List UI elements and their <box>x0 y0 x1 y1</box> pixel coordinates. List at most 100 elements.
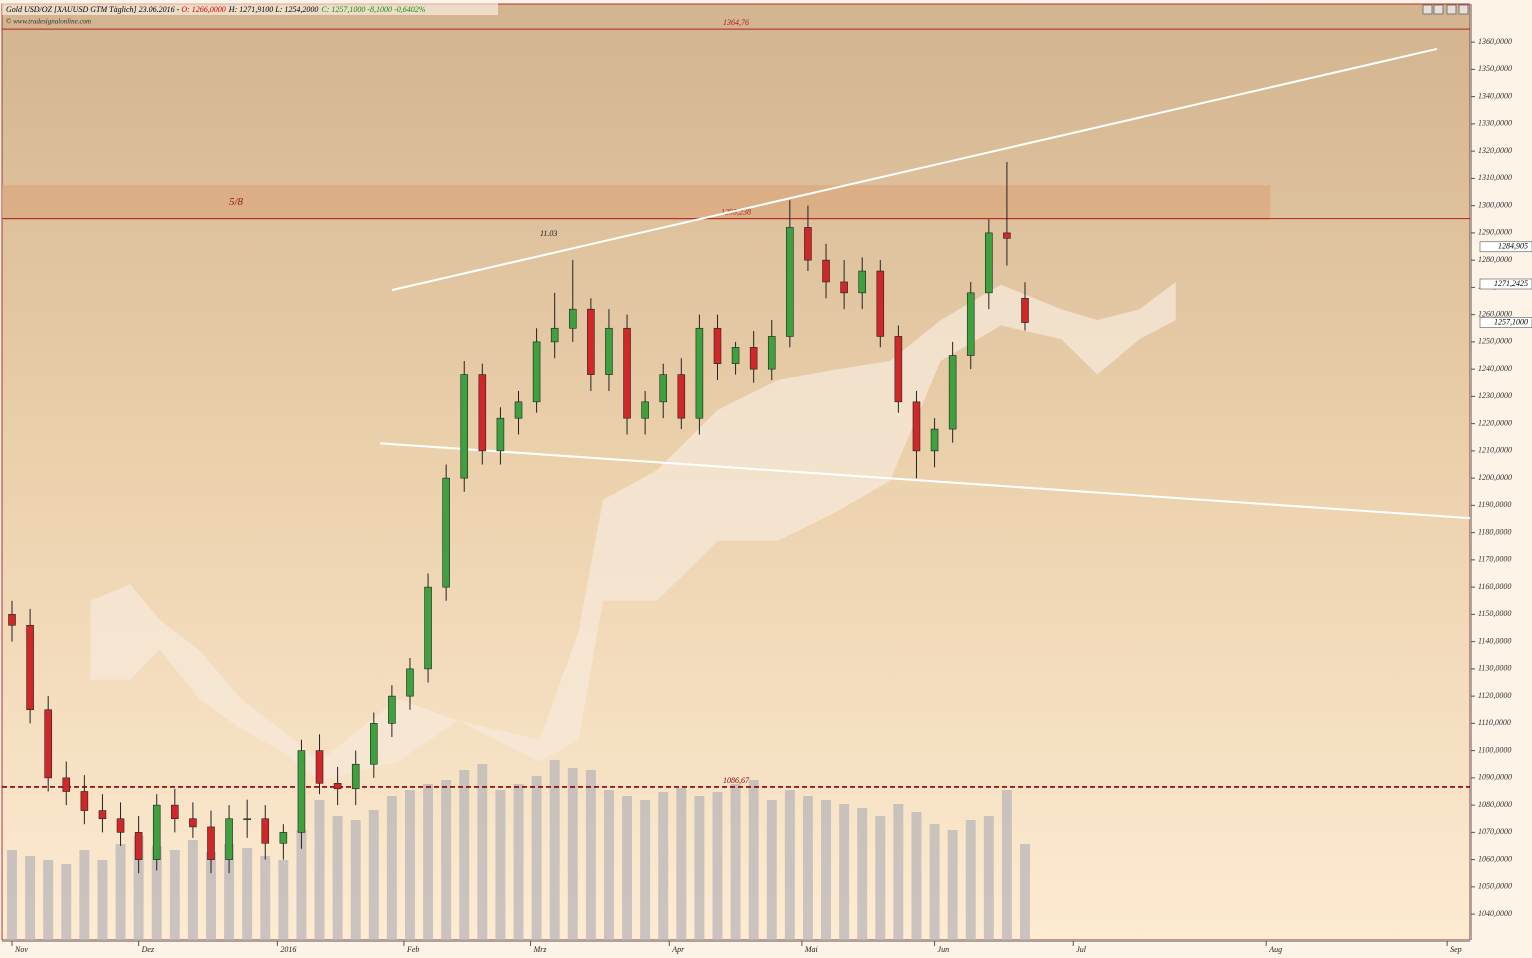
candle-body <box>44 709 52 779</box>
button[interactable] <box>1458 4 1469 15</box>
horizontal-line-label: 1086,67 <box>723 776 750 785</box>
y-tick-label: 1300,0000 <box>1478 200 1512 209</box>
y-tick-label: 1340,0000 <box>1478 91 1512 100</box>
x-tick-label: Dez <box>141 945 155 954</box>
volume-bar <box>839 804 850 940</box>
ichimoku-cloud <box>90 281 1176 781</box>
volume-bar <box>1001 790 1012 940</box>
y-axis-bg <box>1470 0 1532 958</box>
y-tick-label: 1330,0000 <box>1478 119 1512 128</box>
y-tick-label: 1310,0000 <box>1478 173 1512 182</box>
volume-bar <box>929 824 940 940</box>
candle-body <box>948 355 957 430</box>
candle-body <box>134 832 143 860</box>
volume-bar <box>97 860 108 940</box>
volume-bar <box>802 796 813 940</box>
candle-body <box>189 818 197 828</box>
candle-body <box>731 347 740 364</box>
candle-body <box>315 750 324 784</box>
y-tick-label: 1350,0000 <box>1478 64 1512 73</box>
x-tick-label: Mai <box>804 945 818 954</box>
y-tick-label: 1280,0000 <box>1478 255 1512 264</box>
volume-bar <box>224 844 235 940</box>
candle-body <box>460 374 469 479</box>
volume-bar <box>169 850 180 940</box>
y-tick-label: 1250,0000 <box>1478 337 1512 346</box>
candle-body <box>822 259 830 283</box>
candle-body <box>207 826 215 860</box>
band-label: 5/8 <box>229 196 244 208</box>
candle-body <box>116 818 125 833</box>
x-tick-label: 2016 <box>280 945 296 954</box>
volume-bar <box>983 816 994 940</box>
x-axis-bg <box>0 940 1470 958</box>
candle-body <box>876 270 885 337</box>
candle-body <box>243 818 251 821</box>
y-tick-label: 1080,0000 <box>1478 800 1512 809</box>
x-tick-label: Nov <box>14 945 28 954</box>
x-tick-label: Jun <box>938 945 950 954</box>
y-tick-label: 1130,0000 <box>1478 664 1511 673</box>
candle-body <box>496 417 505 452</box>
y-tick-label: 1040,0000 <box>1478 909 1512 918</box>
volume-bar <box>350 820 361 940</box>
volume-bar <box>857 808 868 940</box>
candle-body <box>297 750 306 833</box>
volume-bar <box>296 830 307 940</box>
candle-body <box>26 624 34 711</box>
candle-body <box>749 347 758 370</box>
volume-bar <box>712 792 723 940</box>
volume-bar <box>567 768 578 940</box>
y-tick-label: 1050,0000 <box>1478 882 1512 891</box>
volume-bar <box>368 810 379 940</box>
y-tick-label: 1290,0000 <box>1478 228 1512 237</box>
y-tick-label: 1160,0000 <box>1478 582 1511 591</box>
volume-bar <box>748 780 759 940</box>
volume-bar <box>151 846 162 940</box>
candle-body <box>623 327 631 419</box>
candle-body <box>1021 297 1029 323</box>
volume-bar <box>386 796 397 940</box>
y-tick-label: 1140,0000 <box>1478 636 1511 645</box>
y-tick-label: 1200,0000 <box>1478 473 1512 482</box>
header-instrument: Gold USD/OZ [XAUUSD GTM Täglich] 23.06.2… <box>6 5 181 14</box>
candle-body <box>442 477 450 588</box>
volume-bar <box>314 800 325 940</box>
candle-body <box>1003 232 1011 239</box>
volume-bar <box>911 812 922 940</box>
price-label-box <box>1479 317 1532 328</box>
volume-bar <box>187 840 198 940</box>
volume-bar <box>658 792 669 940</box>
candle-body <box>62 777 71 792</box>
price-label: 1271,2425 <box>1494 279 1528 288</box>
price-label-box <box>1479 241 1532 253</box>
price-label: 1284,905 <box>1498 242 1528 251</box>
volume-bar <box>1020 844 1030 940</box>
y-tick-label: 1240,0000 <box>1478 364 1512 373</box>
y-tick-label: 1170,0000 <box>1478 555 1511 564</box>
annotation: 11.03 <box>540 229 557 238</box>
candle-body <box>912 401 921 452</box>
y-tick-label: 1360,0000 <box>1478 37 1512 46</box>
candle-body <box>767 336 776 370</box>
x-tick-label: Sep <box>1450 945 1462 954</box>
button[interactable] <box>1422 4 1433 15</box>
volume-bar <box>441 780 452 940</box>
x-tick-label: Jul <box>1076 945 1087 954</box>
header-close: C: 1257,1000 -8,1000 -0,6402% <box>321 5 425 14</box>
candle-body <box>424 586 432 670</box>
candle-body <box>333 783 342 790</box>
y-tick-label: 1210,0000 <box>1478 446 1512 455</box>
volume-bar <box>603 790 614 940</box>
candle-body <box>985 232 993 294</box>
volume-bar <box>784 790 795 940</box>
candle-body <box>370 723 378 765</box>
header: Gold USD/OZ [XAUUSD GTM Täglich] 23.06.2… <box>6 5 426 14</box>
button[interactable] <box>1446 4 1457 15</box>
volume-bar <box>947 830 958 940</box>
horizontal-line-label: 1295,238 <box>721 207 751 216</box>
volume-bar <box>531 776 542 940</box>
button[interactable] <box>1433 4 1444 15</box>
